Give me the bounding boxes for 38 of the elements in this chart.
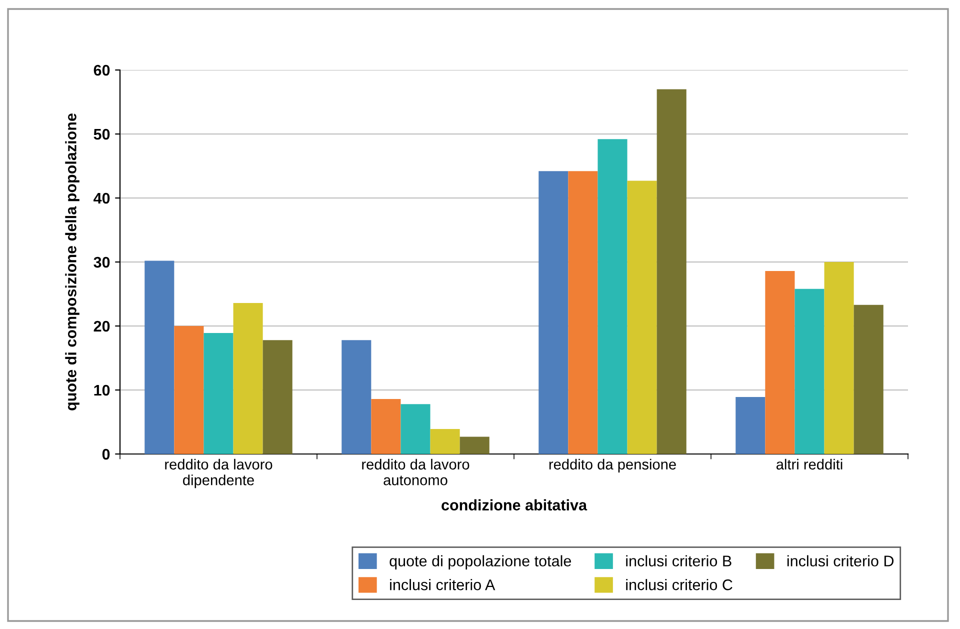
y-tick-label: 50 — [94, 128, 110, 140]
bar — [656, 89, 686, 454]
y-tick-label: 60 — [94, 64, 110, 76]
x-tick-label: reddito da lavoro dipendente — [165, 458, 272, 488]
y-axis-title: quote di composizione della popolazione — [65, 114, 80, 410]
legend-label: inclusi criterio C — [626, 579, 732, 590]
bar — [430, 429, 460, 454]
y-tick-label: 30 — [94, 256, 110, 268]
bar — [627, 180, 657, 454]
bar — [371, 398, 401, 454]
legend-label: inclusi criterio A — [390, 579, 496, 590]
bar — [460, 436, 490, 454]
y-tick-label: 40 — [94, 192, 110, 204]
x-tick-label: reddito da pensione — [549, 458, 676, 472]
bar — [538, 171, 568, 454]
bar — [400, 404, 430, 454]
legend-label: inclusi criterio B — [626, 555, 732, 566]
legend-label: inclusi criterio D — [787, 555, 894, 566]
bar — [598, 139, 628, 454]
bar — [568, 171, 598, 454]
y-tick-label: 20 — [94, 320, 110, 332]
bar — [854, 304, 884, 454]
legend-label: quote di popolazione totale — [390, 555, 572, 570]
x-axis-title: condizione abitativa — [442, 499, 588, 510]
bar — [765, 270, 795, 454]
y-tick-label: 10 — [94, 384, 110, 396]
bar — [233, 302, 263, 454]
x-tick-label: reddito da lavoro autonomo — [362, 458, 470, 486]
bar — [204, 333, 234, 454]
x-tick-label: altri redditi — [776, 458, 842, 470]
y-tick-label: 0 — [102, 448, 110, 460]
bar — [174, 326, 204, 454]
bar — [794, 288, 824, 454]
bar — [342, 340, 372, 454]
bar — [824, 262, 854, 454]
bar — [262, 340, 292, 454]
bar — [144, 260, 174, 454]
bar — [736, 397, 766, 454]
